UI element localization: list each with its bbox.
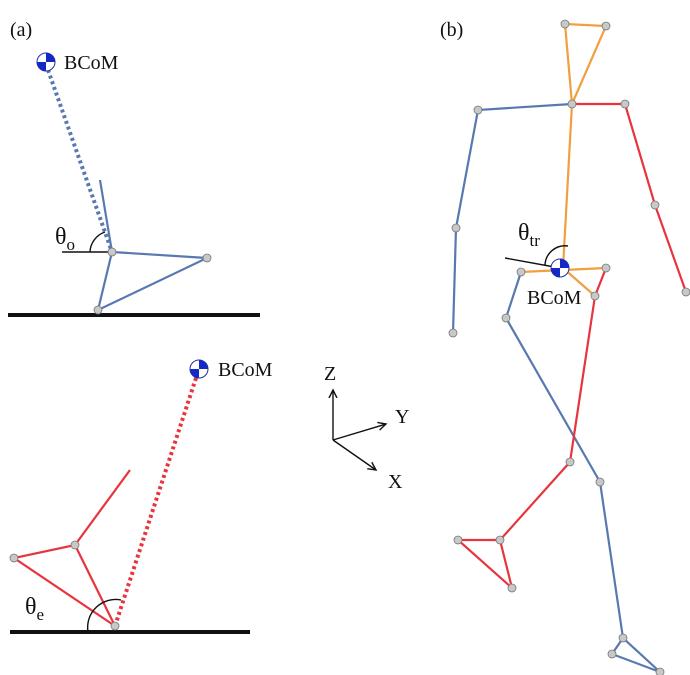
angle-subscript: tr <box>530 231 541 250</box>
figure: (a) BCoM θo BCoM θe Z Y X (b) <box>0 0 690 675</box>
angle-subscript: e <box>37 605 45 624</box>
panel-label: (b) <box>440 19 463 41</box>
angle-symbol: θ <box>518 220 530 246</box>
top-pose <box>8 53 260 315</box>
angle-symbol: θ <box>55 224 67 250</box>
bottom-pose <box>10 360 250 632</box>
angle-subscript: o <box>67 235 76 254</box>
axis-y: Y <box>395 406 409 428</box>
axis-z: Z <box>324 363 336 385</box>
axis-x: X <box>388 471 403 493</box>
panel-label: (a) <box>10 19 32 41</box>
angle-label: θe <box>25 594 44 624</box>
skeleton <box>449 20 690 675</box>
com-label: BCoM <box>218 359 273 381</box>
axes-triad <box>333 390 386 470</box>
com-label: BCoM <box>64 52 119 74</box>
angle-label: θo <box>55 224 75 254</box>
com-label: BCoM <box>527 287 582 309</box>
angle-label: θtr <box>518 220 540 250</box>
angle-symbol: θ <box>25 594 37 620</box>
